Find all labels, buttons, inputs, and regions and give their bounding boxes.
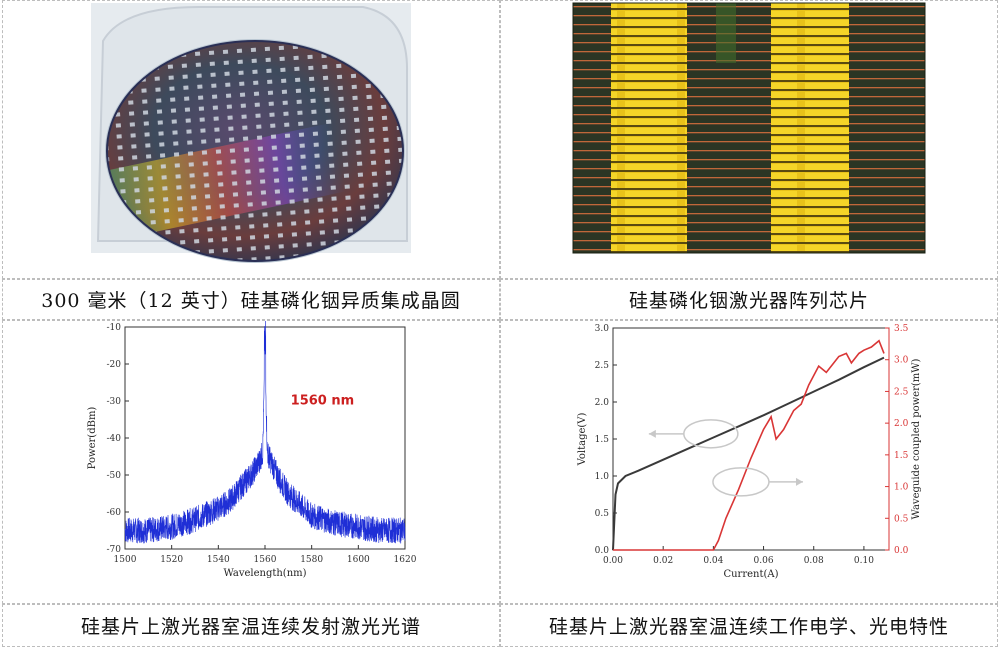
y-axis-label: Voltage(V) [577,412,588,466]
y-tick-label: -10 [107,323,122,333]
y2-tick-label: 3.5 [894,324,909,334]
y-tick-label: -40 [107,434,122,444]
y2-tick-label: 1.0 [894,483,909,493]
y-axis-label: Power(dBm) [87,407,98,470]
y-tick-label: 2.0 [595,398,610,408]
y-tick-label: -50 [107,471,122,481]
spectrum-chart-cell: 1500 1520 1540 1560 1580 1600 1620 -10 -20 -30 -40… [2,320,500,604]
y-tick-label: -70 [107,545,122,555]
y-tick-label: 1.5 [595,435,610,445]
x-tick-label: 1540 [207,555,230,565]
x-axis-label: Wavelength(nm) [223,568,306,579]
x-tick-label: 1600 [347,555,370,565]
x-tick-label: 0.08 [804,556,824,566]
left-arrow-head [648,429,656,438]
y2-tick-label: 0.5 [894,514,909,524]
y-tick-label: 2.5 [595,361,610,371]
x-tick-label: 1580 [300,555,323,565]
x-tick-label: 1500 [114,555,137,565]
y-tick-label: 0.5 [595,509,610,519]
liv-chart-cell: 0.00 0.02 0.04 0.06 0.08 0.10 0.0 0.5 1.0 1.5 2.0 2… [500,320,998,604]
y2-tick-label: 1.5 [894,451,909,461]
x-tick-label: 1520 [160,555,183,565]
laser-spectrum-chart: 1500 1520 1540 1560 1580 1600 1620 -10 -20 -30 -40… [87,321,417,579]
spectrum-caption: 硅基片上激光器室温连续发射激光光谱 [2,604,500,647]
wafer-photo [91,3,411,263]
plot-frame [124,326,406,550]
y2-axis-label: Waveguide coupled power(mW) [911,358,922,519]
liv-caption: 硅基片上激光器室温连续工作电学、光电特性 [500,604,998,647]
voltage-curve-marker [683,419,739,449]
laser-array-chip-photo [572,2,926,254]
chip-photo-cell [500,0,998,279]
wafer-photo-cell [2,0,500,279]
spectrum-series-line [124,321,406,544]
y-tick-label: 3.0 [595,324,610,334]
y2-tick-label: 0.0 [894,546,909,556]
power-series-line [613,339,885,551]
x-tick-label: 1620 [394,555,417,565]
x-tick-label: 0.10 [854,556,874,566]
x-tick-label: 0.04 [703,556,723,566]
x-tick-label: 0.06 [754,556,774,566]
y2-tick-label: 2.0 [894,419,909,429]
y-tick-label: -30 [107,397,122,407]
right-arrow-head [795,477,803,486]
wafer-caption: 300 毫米（12 英寸）硅基磷化铟异质集成晶圆 [2,279,500,320]
y-tick-label: -60 [107,508,122,518]
y-tick-label: -20 [107,360,122,370]
x-tick-label: 0.00 [603,556,623,566]
y-tick-label: 1.0 [595,472,610,482]
y2-tick-label: 3.0 [894,356,909,366]
y2-tick-label: 2.5 [894,387,909,397]
x-tick-label: 1560 [254,555,277,565]
voltage-series-line [612,356,885,551]
chip-caption: 硅基磷化铟激光器阵列芯片 [500,279,998,320]
x-axis-label: Current(A) [723,569,778,580]
y-tick-label: 0.0 [595,546,610,556]
plot-frame [612,327,890,551]
peak-annotation: 1560 nm [291,394,355,409]
liv-characteristics-chart: 0.00 0.02 0.04 0.06 0.08 0.10 0.0 0.5 1.0 1.5 2.0 2… [577,324,922,580]
x-tick-label: 0.02 [653,556,673,566]
